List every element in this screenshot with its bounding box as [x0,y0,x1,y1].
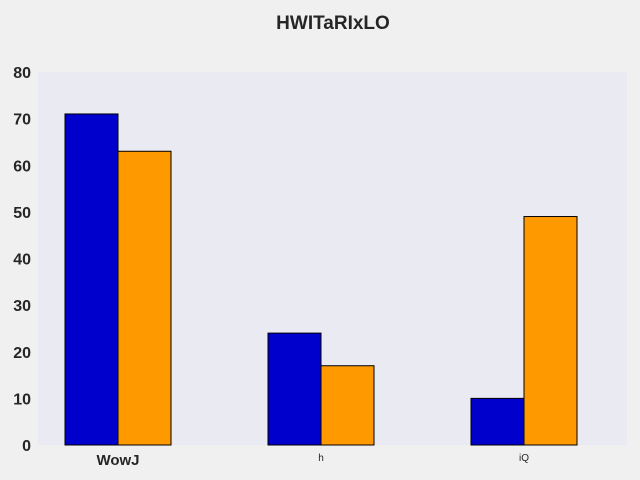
y-tick-label: 10 [13,391,31,408]
bar-series-2-h [320,365,375,446]
y-tick-label: 30 [13,298,31,315]
y-tick-label: 0 [22,438,31,455]
y-tick-label: 20 [13,345,31,362]
y-tick-label: 40 [13,252,31,269]
bar-series-2-WowJ [117,150,172,446]
bar-series-1-h [267,332,322,446]
y-tick-label: 50 [13,205,31,222]
bar-series-1-iQ [470,397,525,446]
chart-title: HWITaRIxLO [276,13,390,34]
bar-series-1-WowJ [64,113,119,446]
y-tick-label: 70 [13,112,31,129]
bar-series-2-iQ [523,216,578,446]
x-tick-label: h [318,453,324,464]
y-tick-label: 60 [13,158,31,175]
x-tick-label: iQ [519,453,529,464]
y-tick-label: 80 [13,65,31,82]
y-axis-ticks: 0 10 20 30 40 50 60 70 80 [13,65,31,455]
x-tick-label: WowJ [96,452,139,469]
x-axis-ticks: WowJ h iQ [96,452,529,469]
bar-marks [64,113,578,446]
